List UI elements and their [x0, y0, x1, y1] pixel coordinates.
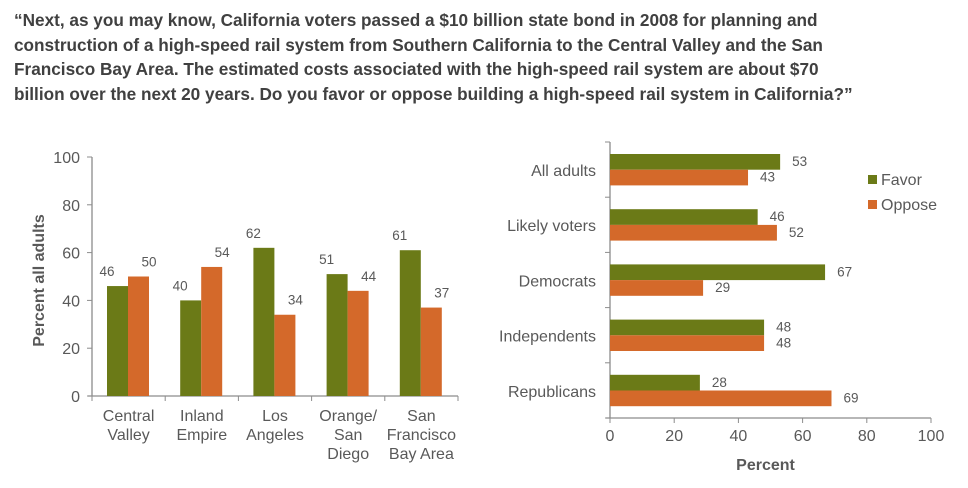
x-tick-label: San [407, 408, 435, 425]
x-tick-label: 80 [858, 428, 876, 445]
x-tick-label: Empire [176, 427, 227, 444]
data-label-oppose: 34 [288, 293, 304, 308]
data-label-favor: 40 [173, 278, 188, 293]
x-tick-label: Inland [180, 408, 224, 425]
data-label-favor: 51 [319, 252, 334, 267]
bar-oppose [420, 307, 442, 396]
x-tick-label: 100 [918, 428, 945, 445]
y-tick-label: All adults [531, 163, 596, 180]
bar-oppose [610, 224, 777, 241]
data-label-favor: 46 [99, 264, 114, 279]
y-tick-label: 100 [53, 150, 80, 167]
y-tick-label: 20 [62, 341, 80, 358]
x-tick-label: 0 [606, 428, 615, 445]
y-tick-label: Republicans [508, 384, 596, 401]
y-axis-title: Percent all adults [31, 214, 48, 347]
legend-label-oppose: Oppose [881, 197, 937, 214]
bar-favor [610, 374, 700, 391]
x-tick-label: 40 [730, 428, 748, 445]
bar-oppose [610, 335, 765, 351]
legend-label-favor: Favor [881, 172, 923, 189]
x-tick-label: Los [262, 408, 288, 425]
x-tick-label: Diego [327, 446, 369, 463]
y-tick-label: Likely voters [507, 218, 596, 235]
bar-favor [180, 300, 202, 396]
x-tick-label: Francisco [387, 427, 456, 444]
bar-favor [610, 319, 765, 336]
data-label-oppose: 48 [776, 335, 791, 350]
x-tick-label: 60 [794, 428, 812, 445]
bar-oppose [201, 266, 223, 396]
x-tick-label: Orange/ [319, 408, 377, 425]
data-label-oppose: 43 [760, 170, 775, 185]
y-tick-label: 60 [62, 246, 80, 263]
data-label-oppose: 52 [789, 225, 804, 240]
x-tick-label: Valley [107, 427, 149, 444]
data-label-favor: 53 [792, 154, 807, 169]
data-label-favor: 67 [837, 264, 852, 279]
x-tick-label: San [334, 427, 362, 444]
bar-oppose [274, 314, 296, 396]
data-label-oppose: 69 [843, 391, 858, 406]
x-tick-label: Angeles [246, 427, 304, 444]
x-tick-label: 20 [665, 428, 683, 445]
bar-favor [610, 154, 781, 170]
data-label-favor: 62 [246, 226, 261, 241]
data-label-favor: 48 [776, 320, 791, 335]
bar-favor [610, 209, 758, 225]
chart-title: “Next, as you may know, California voter… [14, 10, 853, 104]
bar-oppose [347, 290, 369, 396]
y-tick-label: 40 [62, 293, 80, 310]
y-tick-label: 80 [62, 198, 80, 215]
bar-oppose [128, 276, 149, 396]
y-tick-label: 0 [71, 389, 80, 406]
data-label-favor: 28 [712, 375, 727, 390]
x-axis-title: Percent [736, 457, 795, 474]
data-label-oppose: 37 [434, 286, 449, 301]
x-tick-label: Bay Area [389, 446, 454, 463]
data-label-oppose: 54 [215, 245, 231, 260]
bar-oppose [610, 169, 749, 186]
data-label-favor: 61 [392, 228, 407, 243]
bar-oppose [610, 280, 704, 296]
bar-favor [326, 274, 348, 396]
data-label-oppose: 29 [715, 280, 730, 295]
bar-favor [107, 286, 128, 396]
data-label-oppose: 50 [141, 255, 156, 270]
data-label-favor: 46 [770, 209, 785, 224]
bar-oppose [610, 390, 832, 407]
y-tick-label: Independents [499, 329, 596, 346]
bar-favor [610, 264, 826, 281]
legend-swatch-favor [868, 175, 877, 184]
data-label-oppose: 44 [361, 269, 377, 284]
y-tick-label: Democrats [519, 273, 596, 290]
x-tick-label: Central [103, 408, 155, 425]
bar-favor [253, 247, 275, 396]
bar-favor [399, 250, 421, 396]
legend-swatch-oppose [868, 200, 877, 209]
